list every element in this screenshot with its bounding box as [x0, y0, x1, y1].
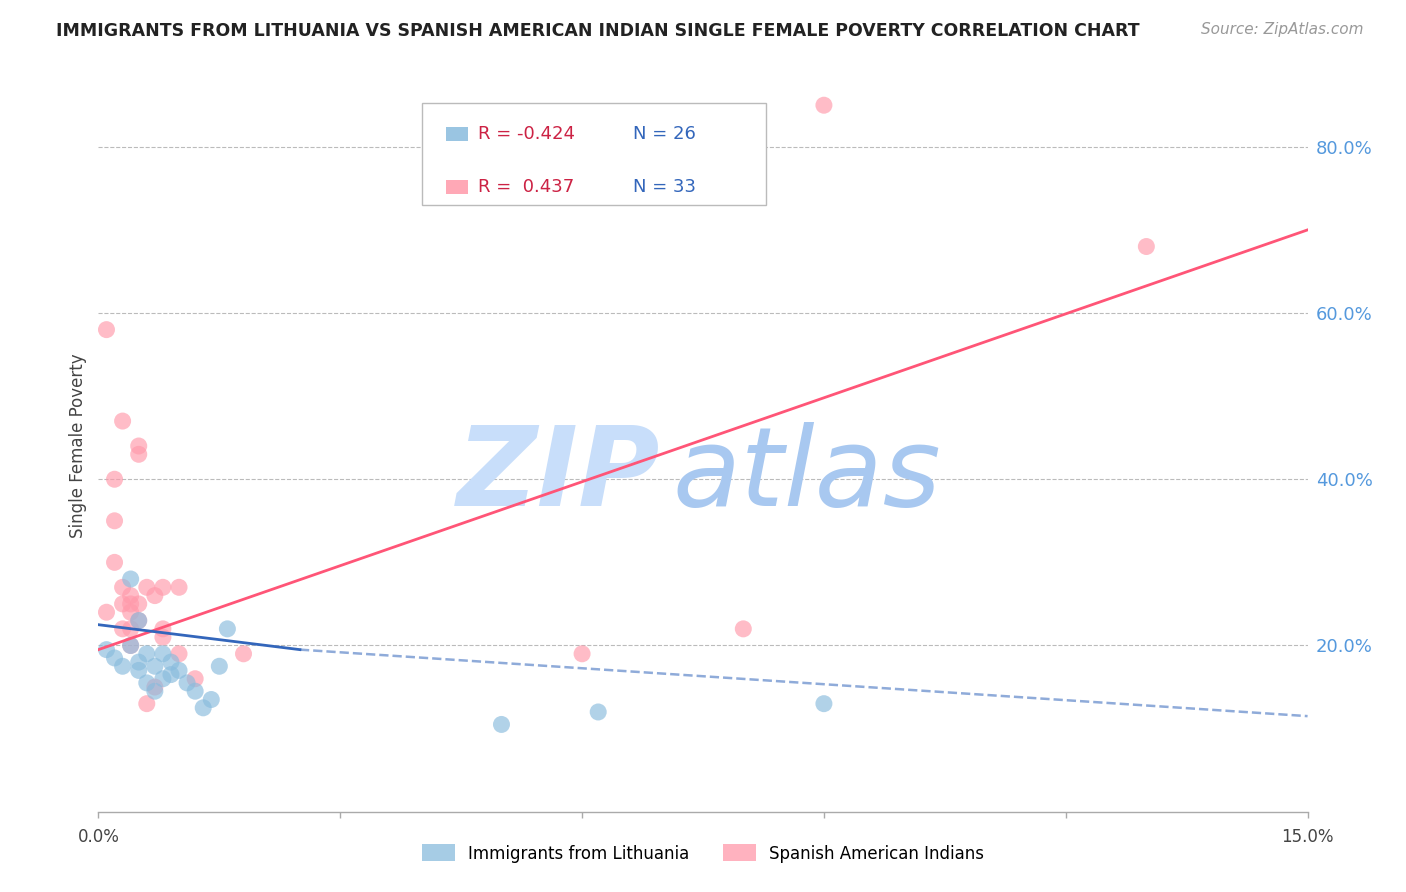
Point: [143, 680, 166, 694]
Point: [128, 614, 150, 628]
Point: [152, 622, 174, 636]
Point: [103, 555, 125, 569]
Point: [135, 580, 157, 594]
Text: R = -0.424: R = -0.424: [478, 125, 575, 143]
Point: [232, 647, 254, 661]
Point: [184, 684, 207, 698]
Point: [120, 622, 142, 636]
Point: [152, 647, 174, 661]
Point: [208, 659, 231, 673]
Point: [120, 639, 142, 653]
Point: [152, 630, 174, 644]
Text: IMMIGRANTS FROM LITHUANIA VS SPANISH AMERICAN INDIAN SINGLE FEMALE POVERTY CORRE: IMMIGRANTS FROM LITHUANIA VS SPANISH AME…: [56, 22, 1140, 40]
Text: atlas: atlas: [672, 422, 942, 529]
Point: [184, 672, 207, 686]
Point: [152, 580, 174, 594]
Point: [111, 414, 134, 428]
Point: [135, 697, 157, 711]
Point: [571, 647, 593, 661]
Point: [200, 692, 222, 706]
Point: [217, 622, 239, 636]
Text: ZIP: ZIP: [457, 422, 661, 529]
Point: [103, 472, 125, 486]
Text: N = 26: N = 26: [633, 125, 696, 143]
Point: [193, 701, 215, 715]
Point: [120, 597, 142, 611]
Point: [120, 572, 142, 586]
Point: [128, 597, 150, 611]
Point: [96, 323, 118, 337]
Point: [176, 676, 198, 690]
Point: [143, 659, 166, 673]
Point: [135, 647, 157, 661]
Point: [135, 676, 157, 690]
Point: [491, 717, 513, 731]
Point: [111, 580, 134, 594]
Text: N = 33: N = 33: [633, 178, 696, 196]
Point: [120, 605, 142, 619]
Point: [128, 447, 150, 461]
Point: [128, 655, 150, 669]
Point: [103, 651, 125, 665]
Point: [128, 614, 150, 628]
Text: Source: ZipAtlas.com: Source: ZipAtlas.com: [1201, 22, 1364, 37]
Point: [160, 655, 183, 669]
Point: [103, 514, 125, 528]
Point: [120, 589, 142, 603]
Point: [167, 580, 190, 594]
Legend: Immigrants from Lithuania, Spanish American Indians: Immigrants from Lithuania, Spanish Ameri…: [415, 838, 991, 869]
Point: [128, 664, 150, 678]
Point: [167, 664, 190, 678]
Point: [111, 597, 134, 611]
Text: R =  0.437: R = 0.437: [478, 178, 574, 196]
Point: [733, 622, 755, 636]
Point: [120, 639, 142, 653]
Point: [813, 697, 835, 711]
Point: [111, 622, 134, 636]
Point: [813, 98, 835, 112]
Point: [143, 684, 166, 698]
Point: [128, 439, 150, 453]
Point: [586, 705, 609, 719]
Point: [160, 667, 183, 681]
Point: [96, 642, 118, 657]
Point: [111, 659, 134, 673]
Point: [143, 589, 166, 603]
Point: [167, 647, 190, 661]
Y-axis label: Single Female Poverty: Single Female Poverty: [69, 354, 87, 538]
Point: [1135, 239, 1157, 253]
Point: [152, 672, 174, 686]
Point: [96, 605, 118, 619]
